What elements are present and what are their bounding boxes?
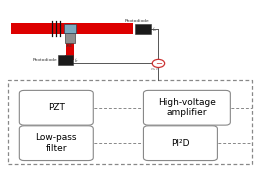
FancyBboxPatch shape bbox=[144, 126, 217, 160]
Text: −: − bbox=[155, 59, 162, 68]
Text: Photodiode: Photodiode bbox=[125, 19, 149, 23]
FancyBboxPatch shape bbox=[19, 90, 93, 125]
Text: PZT: PZT bbox=[48, 103, 65, 112]
Bar bbox=[66, 43, 74, 60]
Text: $\epsilon_s,\epsilon_r$: $\epsilon_s,\epsilon_r$ bbox=[150, 66, 161, 73]
FancyBboxPatch shape bbox=[144, 90, 230, 125]
Text: $i_s$: $i_s$ bbox=[152, 25, 157, 34]
Text: λ/4: λ/4 bbox=[66, 44, 73, 48]
Text: $i_r$: $i_r$ bbox=[74, 56, 79, 65]
Text: Low-pass
filter: Low-pass filter bbox=[36, 133, 77, 153]
Bar bbox=[64, 24, 76, 33]
Bar bbox=[135, 24, 151, 34]
Text: Photodiode: Photodiode bbox=[32, 58, 57, 62]
Bar bbox=[57, 55, 73, 65]
Bar bbox=[11, 23, 133, 33]
Bar bbox=[65, 33, 75, 43]
Text: PI²D: PI²D bbox=[171, 139, 190, 148]
Text: High-voltage
amplifier: High-voltage amplifier bbox=[158, 98, 216, 117]
FancyBboxPatch shape bbox=[19, 126, 93, 160]
